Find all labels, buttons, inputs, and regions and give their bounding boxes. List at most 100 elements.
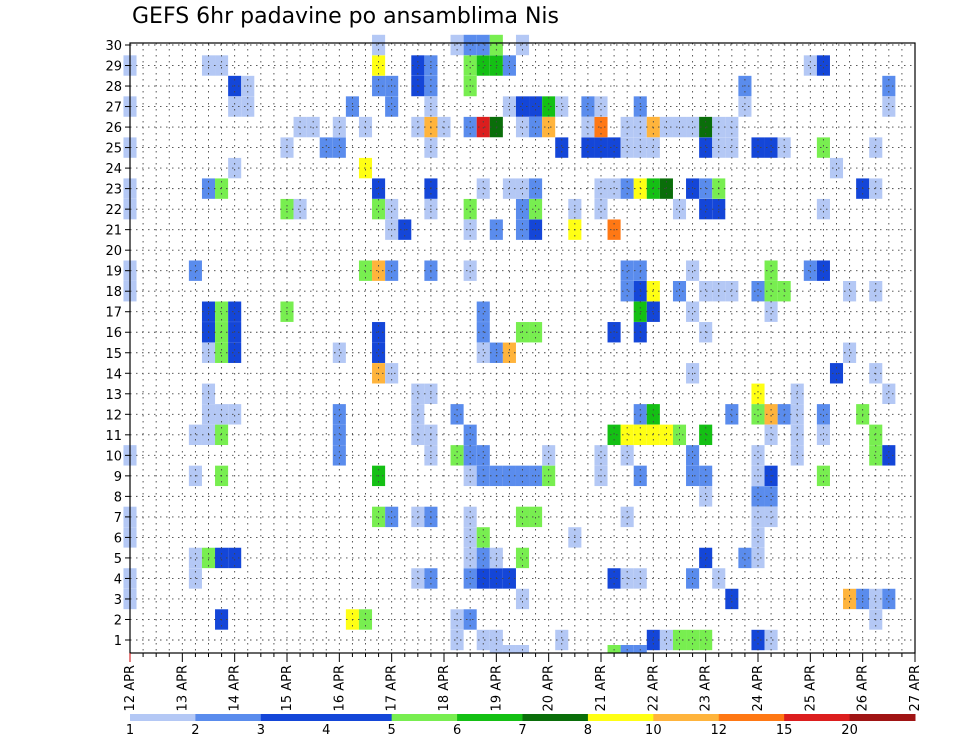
heatmap-cell (816, 137, 830, 158)
heatmap-cell (686, 178, 700, 199)
x-tick-label: 15 APR (280, 665, 295, 711)
x-tick-label: 19 APR (489, 665, 504, 711)
heatmap-cell (672, 424, 687, 446)
heatmap-cell (738, 96, 752, 117)
y-tick-label: 17 (105, 306, 122, 321)
heatmap-cell (659, 178, 673, 199)
heatmap-cell (594, 198, 608, 220)
heatmap-cell (659, 629, 673, 651)
legend-label: 3 (257, 723, 265, 738)
heatmap-cell (672, 281, 687, 302)
heatmap-cell (594, 178, 608, 199)
heatmap-cell (725, 404, 739, 425)
heatmap-cell (215, 301, 229, 322)
y-tick-label: 16 (105, 326, 122, 341)
y-tick-label: 23 (105, 183, 122, 198)
y-tick-label: 20 (105, 244, 122, 259)
legend-swatch (391, 714, 458, 721)
heatmap-cell (450, 34, 464, 56)
heatmap-cell (228, 342, 242, 363)
y-tick-label: 26 (105, 121, 122, 136)
heatmap-cell (843, 342, 857, 363)
heatmap-cell (672, 629, 687, 651)
heatmap-cell (463, 547, 477, 569)
heatmap-cell (385, 260, 399, 281)
heatmap-cell (594, 445, 608, 466)
heatmap-cell (594, 137, 608, 158)
x-tick-label: 21 APR (594, 665, 609, 711)
heatmap-cell (188, 424, 202, 446)
heatmap-cell (476, 527, 490, 548)
heatmap-cell (620, 260, 634, 281)
heatmap-cell (515, 588, 530, 610)
heatmap-cell (450, 404, 464, 425)
y-tick-label: 15 (105, 347, 122, 362)
legend-label: 8 (584, 723, 592, 738)
legend-swatch (195, 714, 262, 721)
heatmap-cell (816, 404, 830, 425)
x-tick-label: 23 APR (699, 665, 714, 711)
heatmap-cell (411, 424, 425, 446)
legend-swatch (260, 714, 327, 721)
heatmap-cell (515, 547, 530, 569)
heatmap-cell (594, 96, 608, 117)
heatmap-cell (215, 547, 229, 569)
heatmap-cell (385, 506, 399, 528)
legend-swatch (784, 714, 851, 721)
heatmap-cell (372, 342, 386, 363)
y-tick-label: 1 (114, 634, 122, 649)
heatmap-cell (372, 55, 386, 76)
y-tick-label: 5 (114, 552, 122, 567)
heatmap-cell (816, 260, 830, 281)
heatmap-cell (529, 96, 543, 117)
heatmap-cell (725, 137, 739, 158)
heatmap-cell (476, 445, 490, 466)
legend-label: 12 (710, 723, 727, 738)
heatmap-cell (476, 55, 490, 76)
heatmap-cell (869, 281, 883, 302)
legend-swatch (457, 714, 523, 721)
heatmap-cell (829, 157, 844, 179)
heatmap-cell (686, 445, 700, 466)
heatmap-cell (869, 445, 883, 466)
x-axis-ticks: 12 APR 13 APR 14 APR 15 APR 16 APR 17 APR 18 A… (123, 653, 923, 711)
x-tick-label: 16 APR (332, 665, 347, 711)
heatmap-cell (672, 198, 687, 220)
heatmap-cell (515, 96, 530, 117)
y-tick-label: 8 (114, 490, 122, 505)
legend-swatch (718, 714, 785, 721)
heatmap-cell (463, 424, 477, 446)
y-tick-label: 11 (105, 429, 122, 444)
heatmap-cell (476, 178, 490, 199)
heatmap-cell (751, 506, 765, 528)
heatmap-cell (725, 281, 739, 302)
heatmap-cell (372, 198, 386, 220)
heatmap-cell (751, 404, 765, 425)
legend-swatch (849, 714, 916, 721)
heatmap-cell (332, 342, 346, 363)
heatmap-cell (332, 137, 346, 158)
heatmap-cell (372, 260, 386, 281)
grid-lines (130, 43, 915, 653)
y-tick-label: 25 (105, 142, 122, 157)
heatmap-cell (515, 34, 530, 56)
heatmap-cells (123, 34, 896, 653)
legend-label: 4 (322, 723, 330, 738)
heatmap-cell (882, 383, 896, 404)
heatmap-cell (751, 281, 765, 302)
heatmap-cell (228, 404, 242, 425)
y-tick-label: 3 (114, 593, 122, 608)
heatmap-cell (764, 506, 778, 528)
heatmap-cell (699, 198, 713, 220)
legend-label: 7 (518, 723, 526, 738)
heatmap-cell (803, 260, 817, 281)
heatmap-cell (882, 588, 896, 610)
heatmap-cell (188, 547, 202, 569)
heatmap-cell (332, 445, 346, 466)
x-tick-label: 17 APR (385, 665, 400, 711)
heatmap-cell (607, 178, 621, 199)
heatmap-cell (463, 506, 477, 528)
heatmap-cell (450, 629, 464, 651)
heatmap-cell (764, 260, 778, 281)
heatmap-cell (699, 547, 713, 569)
